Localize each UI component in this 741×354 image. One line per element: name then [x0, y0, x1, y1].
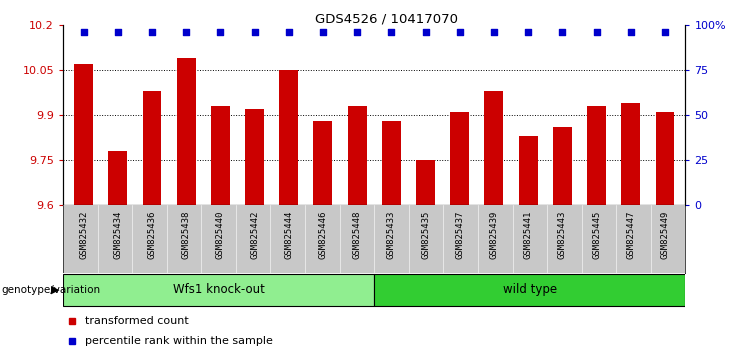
Point [625, 29, 637, 35]
Text: GDS4526 / 10417070: GDS4526 / 10417070 [315, 12, 458, 25]
Bar [587, 106, 606, 205]
Point [180, 29, 192, 35]
Text: transformed count: transformed count [84, 316, 188, 326]
Bar [108, 151, 127, 205]
Text: GSM825445: GSM825445 [592, 211, 601, 259]
Text: GSM825434: GSM825434 [113, 211, 122, 259]
Bar [211, 106, 230, 205]
Point [453, 29, 465, 35]
Bar [656, 112, 674, 205]
Point [283, 29, 295, 35]
Point [488, 29, 500, 35]
Text: GSM825447: GSM825447 [626, 211, 635, 259]
Bar [245, 109, 264, 205]
Bar [176, 58, 196, 205]
Bar [279, 70, 298, 205]
Text: GSM825438: GSM825438 [182, 211, 190, 259]
Bar [382, 121, 401, 205]
Bar [74, 64, 93, 205]
Bar [553, 127, 572, 205]
Point [112, 29, 124, 35]
Text: GSM825449: GSM825449 [660, 211, 669, 259]
Bar [374, 274, 685, 306]
Text: GSM825436: GSM825436 [147, 211, 156, 259]
Point [317, 29, 329, 35]
Text: GSM825435: GSM825435 [421, 211, 430, 259]
Text: GSM825439: GSM825439 [489, 211, 499, 259]
Bar [416, 160, 435, 205]
Point [522, 29, 534, 35]
Text: GSM825448: GSM825448 [353, 211, 362, 259]
Text: Wfs1 knock-out: Wfs1 knock-out [173, 283, 265, 296]
Bar [348, 106, 367, 205]
Bar [142, 91, 162, 205]
Point [78, 29, 90, 35]
Bar [519, 136, 537, 205]
Point [351, 29, 363, 35]
Text: GSM825433: GSM825433 [387, 211, 396, 259]
Text: GSM825443: GSM825443 [558, 211, 567, 259]
Point [146, 29, 158, 35]
Point [385, 29, 397, 35]
Text: GSM825437: GSM825437 [455, 211, 464, 259]
Text: GSM825444: GSM825444 [285, 211, 293, 259]
Text: ▶: ▶ [51, 285, 59, 295]
Bar [451, 112, 469, 205]
Text: GSM825432: GSM825432 [79, 211, 88, 259]
Text: GSM825442: GSM825442 [250, 211, 259, 259]
Text: percentile rank within the sample: percentile rank within the sample [84, 336, 273, 346]
Point [556, 29, 568, 35]
Point [591, 29, 602, 35]
Bar [621, 103, 640, 205]
Bar [485, 91, 503, 205]
Point [214, 29, 226, 35]
Bar [63, 274, 374, 306]
Text: genotype/variation: genotype/variation [1, 285, 101, 295]
Point [248, 29, 260, 35]
Text: GSM825446: GSM825446 [319, 211, 328, 259]
Text: GSM825441: GSM825441 [524, 211, 533, 259]
Point [419, 29, 431, 35]
Bar [313, 121, 332, 205]
Point [659, 29, 671, 35]
Text: GSM825440: GSM825440 [216, 211, 225, 259]
Text: wild type: wild type [502, 283, 557, 296]
